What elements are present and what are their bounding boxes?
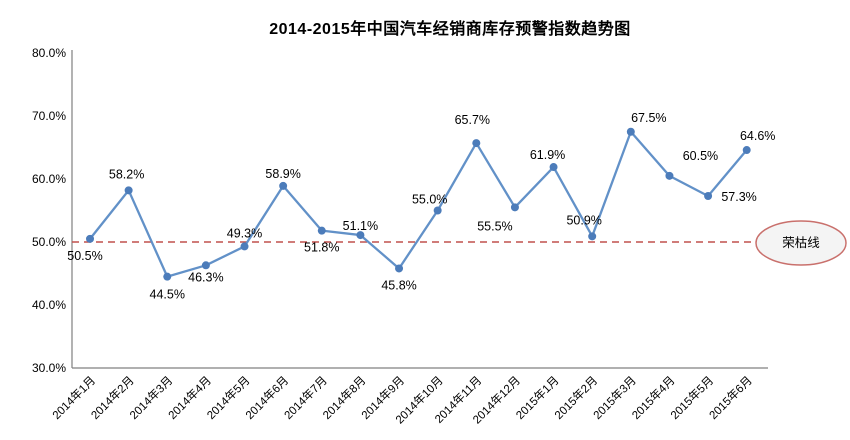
data-point [588,232,597,241]
data-point-label: 67.5% [631,111,666,125]
data-point-label: 60.5% [683,149,718,163]
threshold-badge [755,220,847,266]
data-point-label: 64.6% [740,129,775,143]
data-point [665,171,674,180]
data-point [201,261,210,270]
data-point-label: 57.3% [721,190,756,204]
data-point [240,242,249,251]
y-tick-label: 40.0% [32,298,66,312]
data-point-label: 51.1% [343,219,378,233]
y-tick-label: 70.0% [32,109,66,123]
data-point-label: 55.5% [477,219,512,233]
data-point [86,234,94,243]
data-point [163,272,172,281]
data-point [472,139,481,148]
data-point-label: 50.9% [566,213,601,227]
data-point-label: 44.5% [150,288,185,302]
threshold-badge-label: 荣枯线 [782,235,820,250]
data-point-label: 55.0% [412,193,447,207]
data-point-label: 51.8% [304,241,339,255]
y-tick-label: 60.0% [32,172,66,186]
data-point-label: 45.8% [381,278,416,292]
data-point [510,203,519,212]
data-point [395,264,404,273]
data-point-label: 46.3% [188,270,223,284]
data-point [433,206,442,215]
data-point-label: 61.9% [530,148,565,162]
y-tick-label: 80.0% [32,46,66,60]
data-point [317,226,326,235]
data-point-label: 58.2% [109,167,144,181]
data-point [356,231,365,240]
data-point-label: 58.9% [265,167,300,181]
data-point [124,186,133,195]
trend-line [88,130,748,278]
data-point-label: 50.5% [67,249,102,263]
data-point [742,146,751,155]
y-tick-label: 50.0% [32,235,66,249]
data-point [626,127,635,136]
data-point [549,163,558,172]
chart-title: 2014-2015年中国汽车经销商库存预警指数趋势图 [269,21,631,38]
data-point-label: 49.3% [227,226,262,240]
data-point [704,192,713,201]
data-point-label: 65.7% [455,113,490,127]
data-point [279,181,288,190]
y-tick-label: 30.0% [32,361,66,375]
